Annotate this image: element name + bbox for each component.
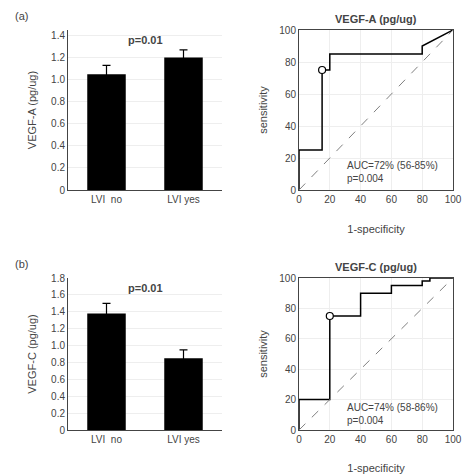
- svg-text:0.4: 0.4: [51, 140, 65, 151]
- svg-text:1-specificity: 1-specificity: [347, 223, 405, 235]
- svg-text:60: 60: [285, 333, 297, 344]
- svg-text:40: 40: [355, 194, 367, 205]
- svg-text:1.6: 1.6: [51, 289, 65, 300]
- svg-text:80: 80: [285, 57, 297, 68]
- svg-text:1.4: 1.4: [51, 30, 65, 41]
- svg-text:0: 0: [290, 425, 296, 436]
- svg-text:60: 60: [386, 194, 398, 205]
- svg-text:100: 100: [445, 194, 462, 205]
- svg-text:LVI no: LVI no: [91, 194, 122, 205]
- svg-text:20: 20: [324, 434, 336, 445]
- svg-text:sensitivity: sensitivity: [257, 86, 269, 134]
- svg-text:AUC=74% (58-86%)p=0.004: AUC=74% (58-86%)p=0.004: [347, 402, 438, 426]
- svg-text:1-specificity: 1-specificity: [347, 462, 405, 474]
- svg-text:0: 0: [296, 194, 302, 205]
- svg-text:0.2: 0.2: [51, 408, 65, 419]
- svg-text:0: 0: [59, 425, 65, 436]
- svg-text:40: 40: [285, 364, 297, 375]
- svg-text:20: 20: [285, 394, 297, 405]
- svg-text:LVI yes: LVI yes: [167, 434, 200, 445]
- svg-text:1.2: 1.2: [51, 323, 65, 334]
- svg-text:100: 100: [279, 273, 296, 284]
- svg-text:20: 20: [324, 194, 336, 205]
- svg-text:(b): (b): [15, 258, 28, 270]
- svg-text:80: 80: [417, 194, 429, 205]
- svg-text:0.2: 0.2: [51, 162, 65, 173]
- svg-text:1.0: 1.0: [51, 74, 65, 85]
- svg-text:60: 60: [386, 434, 398, 445]
- svg-text:0.4: 0.4: [51, 391, 65, 402]
- svg-text:AUC=72% (56-85%)p=0.004: AUC=72% (56-85%)p=0.004: [347, 160, 438, 184]
- svg-text:0: 0: [59, 185, 65, 196]
- svg-text:1.2: 1.2: [51, 52, 65, 63]
- svg-text:0.8: 0.8: [51, 96, 65, 107]
- svg-text:60: 60: [285, 89, 297, 100]
- svg-text:LVI no: LVI no: [91, 434, 122, 445]
- svg-text:VEGF-C (pg/ug): VEGF-C (pg/ug): [26, 314, 38, 393]
- svg-text:p=0.01: p=0.01: [128, 282, 163, 294]
- svg-text:0.6: 0.6: [51, 374, 65, 385]
- svg-text:sensitivity: sensitivity: [257, 330, 269, 378]
- svg-text:VEGF-A (pg/ug): VEGF-A (pg/ug): [26, 71, 38, 149]
- svg-text:VEGF-C (pg/ug): VEGF-C (pg/ug): [335, 261, 417, 273]
- svg-text:0.6: 0.6: [51, 118, 65, 129]
- svg-text:1.8: 1.8: [51, 273, 65, 284]
- svg-text:0: 0: [296, 434, 302, 445]
- svg-text:p=0.01: p=0.01: [128, 34, 163, 46]
- svg-text:40: 40: [285, 121, 297, 132]
- svg-text:(a): (a): [15, 10, 28, 22]
- svg-text:20: 20: [285, 153, 297, 164]
- svg-text:80: 80: [417, 434, 429, 445]
- svg-text:1.4: 1.4: [51, 306, 65, 317]
- svg-text:LVI yes: LVI yes: [167, 194, 200, 205]
- svg-text:100: 100: [445, 434, 462, 445]
- svg-text:1.0: 1.0: [51, 340, 65, 351]
- svg-text:80: 80: [285, 303, 297, 314]
- svg-text:0.8: 0.8: [51, 357, 65, 368]
- svg-text:0: 0: [290, 185, 296, 196]
- svg-text:VEGF-A (pg/ug): VEGF-A (pg/ug): [335, 13, 417, 25]
- svg-text:40: 40: [355, 434, 367, 445]
- svg-text:100: 100: [279, 25, 296, 36]
